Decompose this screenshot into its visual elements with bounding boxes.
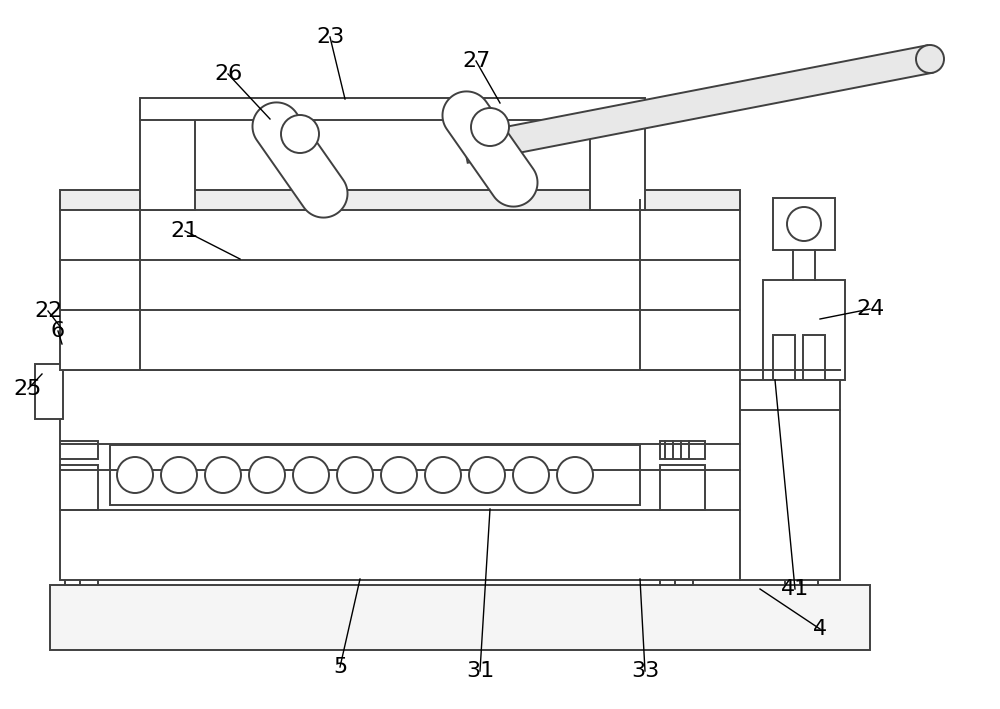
Text: 23: 23 [316, 27, 344, 47]
Text: 31: 31 [466, 661, 494, 681]
Bar [60, 200, 740, 370]
Bar [80, 573, 98, 585]
Text: 22: 22 [34, 301, 62, 321]
Bar [803, 335, 825, 380]
Bar [785, 573, 803, 585]
Circle shape [469, 457, 505, 493]
Bar [773, 198, 835, 250]
Circle shape [787, 207, 821, 241]
Polygon shape [442, 91, 538, 206]
Bar [60, 190, 740, 210]
Text: 25: 25 [14, 379, 42, 399]
Circle shape [293, 457, 329, 493]
Circle shape [337, 457, 373, 493]
Polygon shape [252, 102, 348, 218]
Bar [800, 573, 818, 585]
Circle shape [249, 457, 285, 493]
Circle shape [205, 457, 241, 493]
Bar [660, 573, 678, 585]
Text: 6: 6 [51, 321, 65, 341]
Bar [773, 335, 795, 380]
Circle shape [425, 457, 461, 493]
Circle shape [557, 457, 593, 493]
Polygon shape [462, 45, 933, 163]
Circle shape [471, 108, 509, 146]
Bar [763, 280, 845, 380]
Bar [140, 110, 195, 210]
Circle shape [281, 115, 319, 153]
Bar [35, 364, 63, 419]
Circle shape [916, 45, 944, 73]
Bar [60, 370, 740, 580]
Bar [50, 585, 870, 650]
Bar [590, 110, 645, 210]
Bar [675, 573, 693, 585]
Text: 26: 26 [214, 64, 242, 84]
Bar [660, 465, 705, 510]
Bar [110, 445, 640, 505]
Text: 41: 41 [781, 579, 809, 599]
Text: 21: 21 [171, 221, 199, 241]
Text: 4: 4 [813, 619, 827, 639]
Circle shape [161, 457, 197, 493]
Text: 33: 33 [631, 661, 659, 681]
Circle shape [513, 457, 549, 493]
Bar [60, 441, 98, 459]
Bar [65, 573, 83, 585]
Bar [660, 441, 705, 459]
Circle shape [381, 457, 417, 493]
Text: 27: 27 [462, 51, 490, 71]
Bar [60, 465, 98, 510]
Bar [740, 380, 840, 580]
Text: 5: 5 [333, 657, 347, 677]
Bar [140, 98, 645, 120]
Circle shape [117, 457, 153, 493]
Text: 24: 24 [856, 299, 884, 319]
